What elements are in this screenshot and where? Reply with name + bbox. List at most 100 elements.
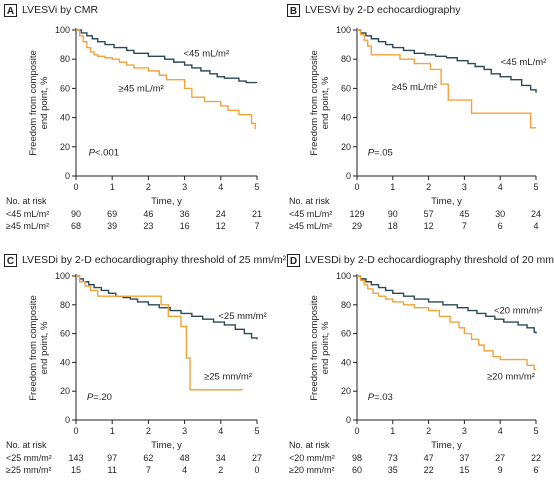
y-tick-label: 80: [341, 54, 351, 64]
p-value-number: =.03: [374, 392, 393, 403]
x-tick-label: 5: [533, 182, 538, 192]
risk-row-label: <25 mm/m²: [6, 453, 52, 463]
x-tick-label: 3: [182, 426, 187, 436]
p-value-number: <.001: [95, 148, 119, 159]
km-chart: 0 20 40 60 80 100 0 1 2 3 4 5 Time, y Freedom from co…: [309, 25, 547, 207]
risk-cell: 23: [143, 221, 154, 231]
x-tick-label: 0: [73, 426, 78, 436]
risk-cell: 16: [179, 221, 190, 231]
y-tick-label: 0: [65, 415, 70, 425]
y-tick-label: 60: [341, 83, 351, 93]
risk-table-title: No. at risk: [289, 196, 330, 206]
p-value: P=.20: [87, 392, 112, 403]
risk-cell: 0: [254, 465, 260, 475]
risk-cell: 90: [70, 209, 81, 219]
risk-row-label: <45 mL/m²: [289, 209, 333, 219]
y-tick-label: 80: [60, 300, 70, 310]
x-tick-label: 1: [110, 182, 115, 192]
risk-cell: 69: [107, 209, 118, 219]
risk-cell: 47: [423, 453, 434, 463]
panel-title: LVESDi by 2-D echocardiography threshold…: [22, 254, 287, 266]
p-value-symbol: P: [87, 392, 94, 403]
y-axis-label: Freedom from compositeend point, %: [309, 295, 331, 401]
y-axis-label-line: end point, %: [39, 321, 50, 374]
curve-label-higher: ≥45 mL/m²: [118, 83, 163, 94]
risk-row-label: ≥25 mm/m²: [6, 465, 52, 475]
p-value: P=.03: [368, 392, 393, 403]
risk-cell: 15: [70, 465, 81, 475]
curve-label-higher: ≥20 mm/m²: [487, 372, 535, 383]
y-axis-label-line: Freedom from composite: [28, 50, 39, 156]
risk-cell: 18: [387, 221, 398, 231]
risk-cell: 48: [179, 453, 190, 463]
y-tick-label: 60: [60, 83, 70, 93]
risk-cell: 39: [107, 221, 118, 231]
risk-cell: 27: [495, 453, 506, 463]
x-tick-label: 4: [218, 426, 223, 436]
x-axis-label: Time, y: [151, 196, 182, 207]
series-line-higher: [357, 275, 536, 371]
p-value-number: =.20: [93, 392, 112, 403]
risk-cell: 73: [387, 453, 398, 463]
risk-cell: 2: [218, 465, 224, 475]
y-tick-label: 100: [336, 25, 351, 35]
risk-cell: 15: [459, 465, 470, 475]
p-value: P=.05: [368, 148, 393, 159]
x-tick-label: 2: [146, 182, 151, 192]
risk-cell: 7: [145, 465, 151, 475]
y-tick-label: 0: [346, 415, 351, 425]
series-line-higher: [76, 275, 243, 391]
km-chart: 0 20 40 60 80 100 0 1 2 3 4 5 Time, y Freedom from co…: [28, 25, 260, 207]
curve-label-lower: <45 mL/m²: [183, 48, 229, 59]
risk-cell: 37: [459, 453, 470, 463]
risk-row-label: ≥20 mm/m²: [289, 465, 335, 475]
curve-label-lower: <45 mL/m²: [501, 57, 547, 68]
risk-cell: 45: [459, 209, 470, 219]
y-tick-label: 80: [60, 54, 70, 64]
y-axis-label: Freedom from compositeend point, %: [28, 50, 50, 156]
y-axis-label-line: Freedom from composite: [309, 50, 320, 156]
risk-cell: 24: [215, 209, 226, 219]
risk-cell: 57: [423, 209, 434, 219]
risk-cell: 12: [215, 221, 226, 231]
series-line-lower: [357, 29, 537, 93]
y-tick-label: 40: [60, 357, 70, 367]
x-tick-label: 1: [110, 426, 115, 436]
panel-letter: C: [4, 253, 17, 267]
risk-cell: 29: [351, 221, 362, 231]
risk-cell: 7: [254, 221, 260, 231]
p-value-symbol: P: [368, 392, 375, 403]
y-tick-label: 40: [60, 113, 70, 123]
panel-header: A LVESVi by CMR: [4, 2, 98, 18]
panel-title: LVESVi by CMR: [22, 4, 99, 16]
panel-header: B LVESVi by 2-D echocardiography: [287, 2, 460, 18]
risk-row-label: ≥45 mL/m²: [6, 221, 49, 231]
panel-header: C LVESDi by 2-D echocardiography thresho…: [4, 252, 286, 268]
y-tick-label: 60: [60, 329, 70, 339]
risk-cell: 98: [351, 453, 362, 463]
series-line-lower: [76, 29, 257, 84]
y-tick-label: 100: [336, 271, 351, 281]
panel-header: D LVESDi by 2-D echocardiography thresho…: [287, 252, 554, 268]
x-tick-label: 2: [146, 426, 151, 436]
y-tick-label: 20: [60, 142, 70, 152]
risk-table: No. at risk <25 mm/m² 143 97 62 48 34 27 ≥25 mm/…: [0, 440, 277, 485]
x-tick-label: 1: [390, 182, 395, 192]
risk-cell: 68: [70, 221, 81, 231]
risk-table-title: No. at risk: [6, 440, 47, 450]
panel-b: B LVESVi by 2-D echocardiography 0 20 40 60…: [283, 0, 554, 243]
risk-table: No. at risk <45 mL/m² 90 69 46 36 24 21 ≥45 mL/m…: [0, 196, 277, 243]
risk-cell: 97: [107, 453, 118, 463]
p-value-symbol: P: [368, 148, 375, 159]
risk-cell: 11: [107, 465, 117, 475]
y-axis-label-line: end point, %: [320, 321, 331, 374]
curve-label-lower: <20 mm/m²: [494, 305, 542, 316]
risk-cell: 60: [351, 465, 362, 475]
risk-cell: 24: [530, 209, 541, 219]
y-tick-label: 100: [55, 271, 70, 281]
y-axis-label-line: Freedom from composite: [28, 295, 39, 401]
risk-table: No. at risk <45 mL/m² 129 90 57 45 30 24 ≥45 mL/…: [283, 196, 554, 243]
risk-cell: 143: [68, 453, 84, 463]
series-line-higher: [357, 29, 536, 129]
p-value: P<.001: [89, 148, 119, 159]
